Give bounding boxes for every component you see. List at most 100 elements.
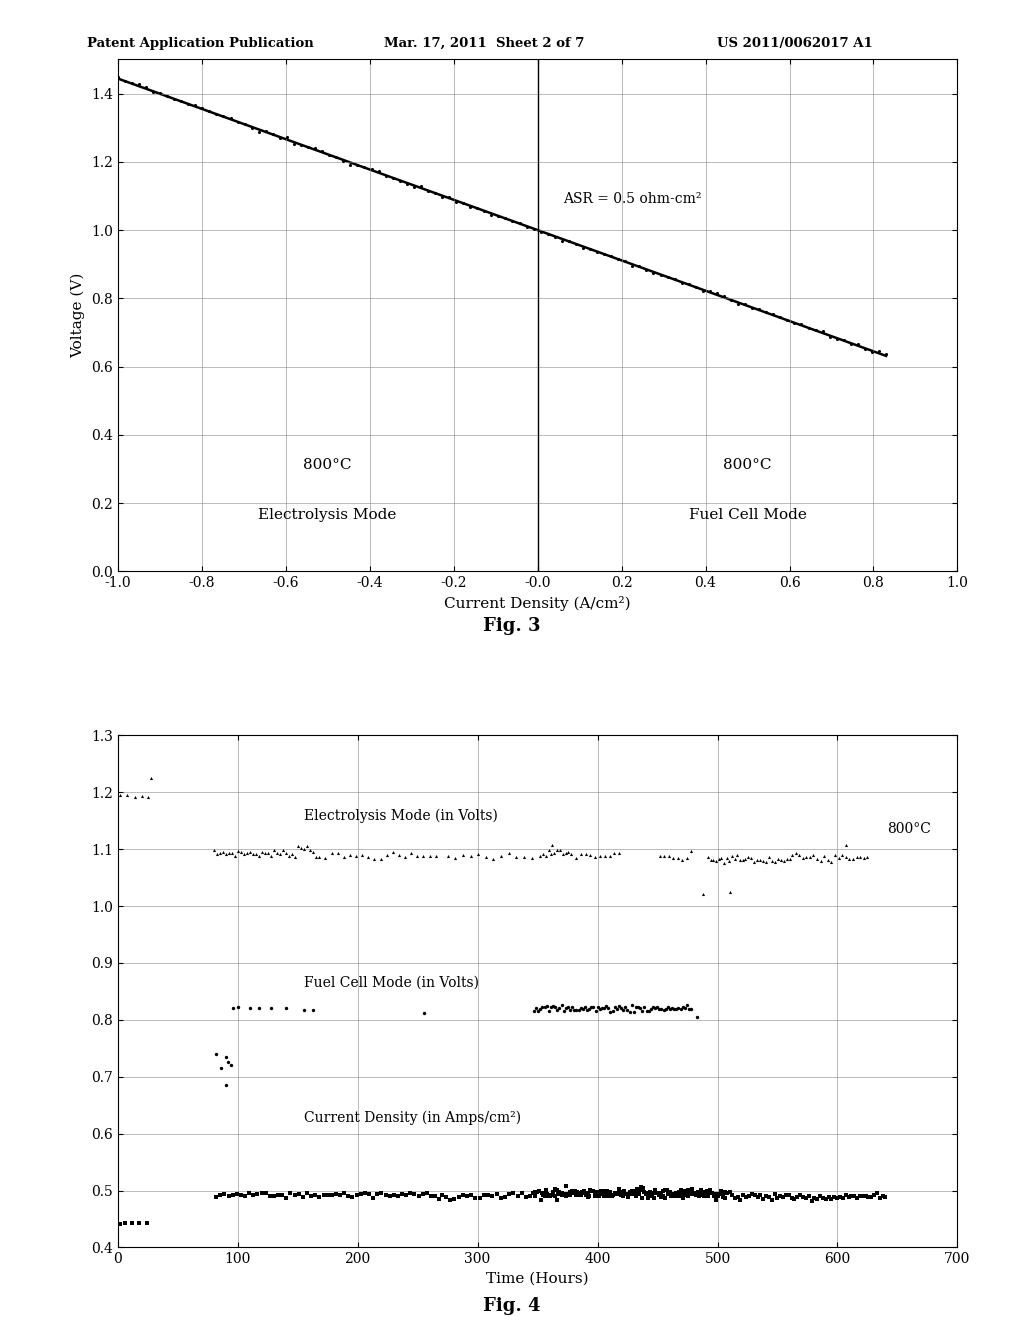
Point xyxy=(699,1180,716,1201)
Point xyxy=(356,1183,373,1204)
Point xyxy=(836,329,852,350)
Point xyxy=(593,1180,609,1201)
Point xyxy=(582,238,598,259)
Point xyxy=(373,1181,389,1203)
Point xyxy=(527,1181,544,1203)
Point xyxy=(278,998,294,1019)
Point xyxy=(838,1184,854,1205)
Point xyxy=(595,1185,611,1206)
Point xyxy=(209,843,225,865)
Point xyxy=(624,1180,640,1201)
Point xyxy=(581,998,597,1019)
Point xyxy=(608,1184,625,1205)
Point xyxy=(585,1180,601,1201)
Point xyxy=(369,1184,385,1205)
Point xyxy=(547,1185,563,1206)
Point xyxy=(815,1188,831,1209)
Point xyxy=(601,1184,617,1205)
Point xyxy=(541,1001,557,1022)
Point xyxy=(488,1184,505,1205)
Point xyxy=(649,1183,666,1204)
Point xyxy=(812,1185,828,1206)
Point xyxy=(582,1185,598,1206)
Point xyxy=(597,846,613,867)
Point xyxy=(112,1213,128,1234)
Point xyxy=(471,1188,487,1209)
Point xyxy=(587,846,603,867)
Point xyxy=(531,1180,548,1201)
Point xyxy=(849,847,865,869)
Point xyxy=(377,1184,393,1205)
Point xyxy=(295,1187,311,1208)
Point xyxy=(311,1187,328,1208)
Point xyxy=(772,850,788,871)
Point xyxy=(801,317,817,338)
Point xyxy=(866,1185,883,1206)
Point xyxy=(328,1184,344,1205)
Point xyxy=(611,842,628,863)
Point xyxy=(655,999,672,1020)
Point xyxy=(242,842,258,863)
Point xyxy=(237,1185,253,1206)
Point xyxy=(545,995,561,1016)
Point xyxy=(442,1189,459,1210)
Point xyxy=(595,1180,611,1201)
Point xyxy=(588,1001,604,1022)
Point xyxy=(778,1184,795,1205)
Point xyxy=(550,1184,566,1205)
Point xyxy=(253,1183,269,1204)
Point xyxy=(814,321,830,342)
Point xyxy=(697,1181,714,1203)
Point xyxy=(536,1183,552,1204)
Point xyxy=(775,850,792,871)
Point xyxy=(838,847,854,869)
Point xyxy=(575,1183,592,1204)
Point xyxy=(226,846,243,867)
Point xyxy=(522,1185,539,1206)
Point xyxy=(278,842,294,863)
Point xyxy=(715,1183,731,1204)
Point xyxy=(642,1183,658,1204)
Point xyxy=(403,842,420,863)
Text: 800°C: 800°C xyxy=(303,458,352,473)
Point xyxy=(669,1181,685,1203)
Point xyxy=(602,1181,618,1203)
Point xyxy=(407,1184,423,1205)
Point xyxy=(711,847,727,869)
Point xyxy=(563,843,580,865)
Point xyxy=(599,1180,615,1201)
Point xyxy=(545,1184,561,1205)
Point xyxy=(476,201,493,222)
Point xyxy=(807,319,823,341)
Point xyxy=(585,1180,601,1201)
Point xyxy=(723,289,739,310)
Point xyxy=(669,1184,685,1205)
Point xyxy=(311,846,328,867)
Point xyxy=(816,845,833,866)
Point xyxy=(657,1187,674,1208)
Point xyxy=(348,846,365,867)
Point xyxy=(606,842,623,863)
Point xyxy=(708,851,724,873)
Text: US 2011/0062017 A1: US 2011/0062017 A1 xyxy=(717,37,872,50)
Point xyxy=(587,1183,603,1204)
Point xyxy=(528,998,545,1019)
Point xyxy=(349,154,366,176)
Point xyxy=(656,846,673,867)
Point xyxy=(622,1181,638,1203)
Point xyxy=(578,1183,594,1204)
Point xyxy=(263,998,280,1019)
Point xyxy=(701,1183,718,1204)
Point xyxy=(574,238,591,259)
Point xyxy=(737,849,754,870)
Point xyxy=(663,1185,679,1206)
Point xyxy=(546,843,562,865)
Point xyxy=(467,1188,483,1209)
Point xyxy=(529,1181,546,1203)
Point xyxy=(560,841,577,862)
Point xyxy=(713,1180,729,1201)
Point xyxy=(274,1185,291,1206)
Point xyxy=(159,86,175,107)
Point xyxy=(795,1187,811,1208)
Point xyxy=(849,1188,865,1209)
